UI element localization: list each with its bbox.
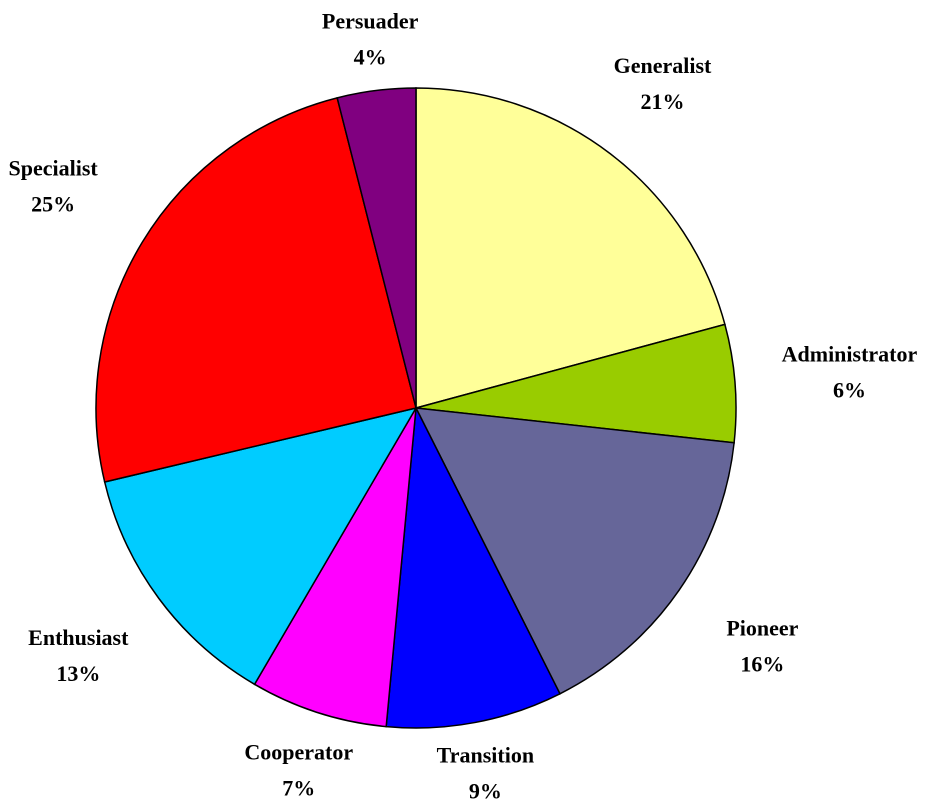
slice-label: Cooperator [244,740,353,765]
slice-label: Persuader [322,9,419,34]
slice-label: Administrator [782,341,918,366]
slice-value-label: 7% [282,776,315,801]
slice-value-label: 16% [740,651,784,676]
slice-label: Transition [437,742,534,767]
pie-slice [253,407,417,728]
pie-slice [414,407,735,695]
pie-slice [95,96,417,483]
slice-value-label: 9% [469,778,502,803]
pie-slice [103,406,418,686]
slice-label: Enthusiast [28,625,129,650]
slice-label: Pioneer [726,615,798,640]
slice-value-label: 6% [833,377,866,402]
slice-label: Specialist [9,155,99,180]
slice-value-label: 21% [640,89,684,114]
pie-slice [415,323,737,444]
slice-label: Generalist [614,53,712,78]
slice-value-label: 13% [56,661,100,686]
pie-slice [415,87,726,409]
pie-slice [336,87,417,409]
slice-value-label: 25% [31,191,75,216]
slice-value-label: 4% [354,45,387,70]
pie-slice [385,405,561,729]
